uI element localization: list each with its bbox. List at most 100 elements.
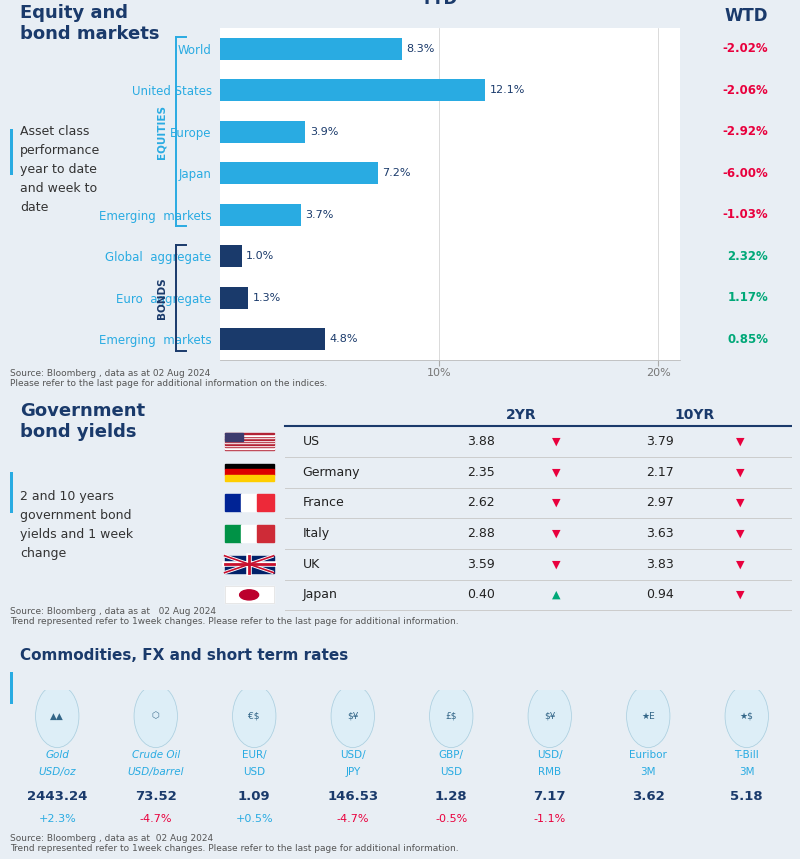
Text: USD/oz: USD/oz (38, 767, 76, 777)
Text: ▼: ▼ (736, 498, 745, 508)
Text: Equity and
bond markets: Equity and bond markets (20, 4, 159, 43)
Text: 146.53: 146.53 (327, 789, 378, 802)
Text: 3.62: 3.62 (632, 789, 665, 802)
Circle shape (528, 685, 571, 747)
Text: ⬡: ⬡ (152, 711, 160, 721)
Text: 8.3%: 8.3% (406, 44, 434, 54)
Bar (220, 162, 378, 184)
Text: ▲▲: ▲▲ (50, 711, 64, 721)
Bar (225, 587, 274, 603)
Text: 0.40: 0.40 (467, 588, 495, 601)
Text: -1.1%: -1.1% (534, 814, 566, 824)
Bar (225, 441, 274, 442)
Bar (225, 435, 274, 436)
Text: ▼: ▼ (736, 528, 745, 539)
Bar (225, 475, 274, 481)
Bar (225, 433, 274, 435)
Text: 3.79: 3.79 (646, 435, 674, 448)
Circle shape (35, 685, 79, 747)
Bar (225, 436, 274, 437)
Circle shape (240, 590, 258, 600)
Text: 3M: 3M (641, 767, 656, 777)
Text: JPY: JPY (345, 767, 360, 777)
Text: ▲: ▲ (551, 590, 560, 600)
Bar (225, 433, 243, 441)
Text: US: US (302, 435, 319, 448)
Text: T-Bill: T-Bill (734, 750, 759, 759)
Bar (220, 204, 301, 226)
Text: +2.3%: +2.3% (38, 814, 76, 824)
Text: 2.17: 2.17 (646, 466, 674, 478)
Text: 2.32%: 2.32% (727, 250, 768, 263)
Text: +0.5%: +0.5% (235, 814, 273, 824)
Text: 2.88: 2.88 (467, 527, 495, 540)
Text: France: France (302, 497, 344, 509)
Text: EUR/: EUR/ (242, 750, 266, 759)
Text: WTD: WTD (725, 7, 768, 25)
Text: 0.85%: 0.85% (727, 332, 768, 346)
Bar (225, 445, 274, 446)
Circle shape (331, 685, 374, 747)
Bar (225, 495, 241, 511)
Text: 0.94: 0.94 (646, 588, 674, 601)
Circle shape (725, 685, 769, 747)
Text: $¥: $¥ (347, 711, 358, 721)
Text: 2443.24: 2443.24 (27, 789, 87, 802)
Text: -0.5%: -0.5% (435, 814, 467, 824)
Text: 1.09: 1.09 (238, 789, 270, 802)
Bar (225, 442, 274, 443)
Text: USD/: USD/ (340, 750, 366, 759)
Bar (220, 121, 306, 143)
Text: Source: Bloomberg , data as at   02 Aug 2024
Trend represented refer to 1week ch: Source: Bloomberg , data as at 02 Aug 20… (10, 606, 458, 626)
Text: 2.97: 2.97 (646, 497, 674, 509)
Text: ★$: ★$ (740, 711, 754, 721)
Bar (225, 448, 274, 450)
Bar (220, 287, 249, 308)
Bar (225, 464, 274, 469)
Text: 1.3%: 1.3% (253, 293, 281, 302)
Text: 10YR: 10YR (674, 408, 714, 422)
Circle shape (134, 685, 178, 747)
Text: -4.7%: -4.7% (139, 814, 172, 824)
Bar (220, 246, 242, 267)
Circle shape (430, 685, 473, 747)
Text: ▼: ▼ (736, 559, 745, 570)
Text: GBP/: GBP/ (438, 750, 464, 759)
Text: ▼: ▼ (551, 467, 560, 478)
Text: 5.18: 5.18 (730, 789, 763, 802)
Text: 3.63: 3.63 (646, 527, 674, 540)
Bar (225, 587, 274, 603)
Text: 3M: 3M (739, 767, 754, 777)
Text: RMB: RMB (538, 767, 562, 777)
Text: -2.02%: -2.02% (722, 42, 768, 55)
Bar (220, 328, 325, 350)
Text: -1.03%: -1.03% (722, 208, 768, 222)
Text: Japan: Japan (302, 588, 338, 601)
Text: 2 and 10 years
government bond
yields and 1 week
change: 2 and 10 years government bond yields an… (20, 490, 133, 560)
Text: 3.83: 3.83 (646, 557, 674, 570)
Text: Crude Oil: Crude Oil (132, 750, 180, 759)
Circle shape (626, 685, 670, 747)
Text: Gold: Gold (46, 750, 69, 759)
Text: 7.2%: 7.2% (382, 168, 410, 179)
Text: 73.52: 73.52 (135, 789, 177, 802)
Text: USD/barrel: USD/barrel (127, 767, 184, 777)
Text: 2.35: 2.35 (467, 466, 495, 478)
Text: Source: Bloomberg , data as at 02 Aug 2024
Please refer to the last page for add: Source: Bloomberg , data as at 02 Aug 20… (10, 369, 327, 388)
Bar (258, 525, 274, 542)
Text: -4.7%: -4.7% (337, 814, 369, 824)
Circle shape (233, 685, 276, 747)
Bar (225, 556, 274, 573)
Text: YTD: YTD (421, 0, 458, 8)
Bar (241, 525, 258, 542)
Text: 4.8%: 4.8% (330, 334, 358, 344)
Text: Government
bond yields: Government bond yields (20, 402, 145, 441)
Text: USD/: USD/ (537, 750, 562, 759)
Text: ▼: ▼ (551, 436, 560, 447)
Text: Asset class
performance
year to date
and week to
date: Asset class performance year to date and… (20, 125, 100, 214)
Text: -2.92%: -2.92% (722, 125, 768, 138)
Bar (225, 525, 241, 542)
Text: 12.1%: 12.1% (490, 85, 525, 95)
Bar (225, 469, 274, 475)
Text: Source: Bloomberg , data as at  02 Aug 2024
Trend represented refer to 1week cha: Source: Bloomberg , data as at 02 Aug 20… (10, 833, 458, 853)
